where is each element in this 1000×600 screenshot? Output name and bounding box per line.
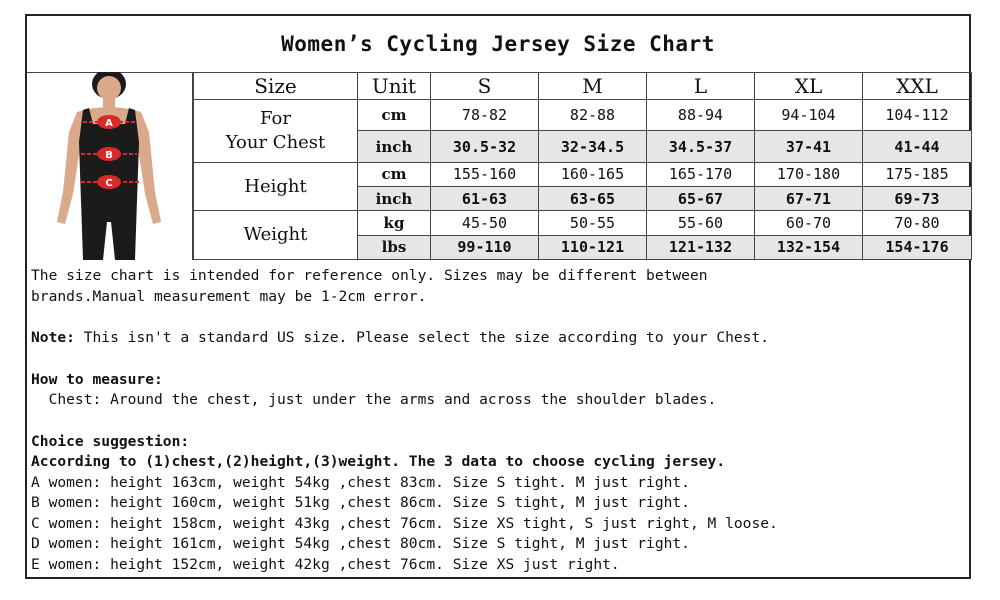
value-cell: 30.5-32 (430, 130, 539, 163)
example-line: D women: height 161cm, weight 54kg ,ches… (31, 535, 690, 552)
value-cell: 69-73 (862, 186, 972, 212)
value-cell: 155-160 (430, 161, 539, 188)
note-line: Note: This isn't a standard US size. Ple… (31, 328, 967, 349)
row-label-chest-line2: Your Chest (225, 131, 326, 153)
value-cell: 60-70 (754, 210, 863, 236)
value-cell: 70-80 (862, 210, 972, 236)
table-row: For Your Chest cm 78-82 82-88 88-94 94-1… (193, 98, 972, 163)
value-cell: 82-88 (538, 98, 647, 132)
value-cell: 41-44 (862, 130, 972, 163)
unit-cell: inch (357, 130, 431, 163)
value-cell: 50-55 (538, 210, 647, 236)
value-cell: 160-165 (538, 161, 647, 188)
size-chart-frame: Women’s Cycling Jersey Size Chart (25, 14, 972, 579)
value-cell: 132-154 (754, 234, 863, 261)
header-size-xxl: XXL (862, 72, 972, 100)
value-cell: 88-94 (646, 98, 755, 132)
value-cell: 67-71 (754, 186, 863, 212)
unit-cell: cm (357, 161, 431, 188)
table-row: inch 61-63 63-65 65-67 67-71 69-73 (194, 186, 972, 212)
header-unit: Unit (357, 72, 431, 100)
table-header-row: Size Unit S M L XL XXL (193, 72, 972, 100)
marker-b-label: B (105, 150, 113, 161)
row-label-height: Height (193, 161, 358, 212)
marker-a (97, 115, 121, 129)
unit-cell: lbs (357, 234, 431, 261)
model-figure: A B C (27, 69, 193, 260)
header-size-l: L (646, 72, 755, 100)
unit-cell: kg (357, 210, 431, 236)
measure-heading: How to measure: (31, 370, 163, 388)
model-figure-illustration: A B C (57, 69, 161, 260)
value-cell: 37-41 (754, 130, 863, 163)
value-cell: 121-132 (646, 234, 755, 261)
value-cell: 104-112 (862, 98, 972, 132)
example-line: B women: height 160cm, weight 51kg ,ches… (31, 494, 690, 511)
value-cell: 99-110 (430, 234, 539, 261)
table-row: lbs 99-110 110-121 121-132 132-154 154-1… (194, 234, 972, 261)
disclaimer-line: brands.Manual measurement may be 1-2cm e… (31, 287, 427, 305)
row-label-chest: For Your Chest (193, 99, 358, 163)
value-cell: 175-185 (862, 161, 972, 188)
unit-cell: cm (357, 98, 431, 132)
value-cell: 45-50 (430, 210, 539, 236)
measure-text: Chest: Around the chest, just under the … (31, 391, 717, 408)
row-label-weight: Weight (193, 210, 358, 260)
value-cell: 110-121 (538, 234, 647, 261)
value-cell: 154-176 (862, 234, 972, 261)
size-table: Size Unit S M L XL XXL For Your Chest cm… (193, 72, 972, 261)
value-cell: 94-104 (754, 98, 863, 132)
marker-a-label: A (105, 118, 113, 129)
value-cell: 165-170 (646, 161, 755, 188)
value-cell: 61-63 (430, 186, 539, 212)
header-size-s: S (430, 72, 539, 100)
value-cell: 78-82 (430, 98, 539, 132)
note-label: Note: (31, 329, 75, 346)
header-size-xl: XL (754, 72, 863, 100)
choice-subheading: According to (1)chest,(2)height,(3)weigh… (31, 453, 726, 470)
example-line: C women: height 158cm, weight 43kg ,ches… (31, 514, 778, 532)
value-cell: 63-65 (538, 186, 647, 212)
example-line: E women: height 152cm, weight 42kg ,ches… (31, 555, 620, 573)
header-size-m: M (538, 72, 647, 100)
marker-b (97, 147, 121, 161)
chart-title: Women’s Cycling Jersey Size Chart (27, 16, 969, 73)
table-row: Height cm 155-160 160-165 165-170 170-18… (193, 161, 972, 212)
disclaimer-line: The size chart is intended for reference… (31, 267, 708, 284)
value-cell: 170-180 (754, 161, 863, 188)
table-row: Weight kg 45-50 50-55 55-60 60-70 70-80 (193, 210, 972, 260)
marker-c (97, 175, 121, 189)
note-text: This isn't a standard US size. Please se… (74, 329, 770, 346)
unit-cell: inch (357, 186, 431, 212)
value-cell: 55-60 (646, 210, 755, 236)
value-cell: 32-34.5 (538, 130, 647, 163)
notes-section: The size chart is intended for reference… (31, 266, 967, 575)
header-size: Size (193, 72, 358, 100)
value-cell: 34.5-37 (646, 130, 755, 163)
row-label-chest-line1: For (260, 107, 291, 129)
example-line: A women: height 163cm, weight 54kg ,ches… (31, 473, 690, 491)
table-row: inch 30.5-32 32-34.5 34.5-37 37-41 41-44 (194, 130, 972, 163)
marker-c-label: C (105, 178, 112, 189)
choice-heading: Choice suggestion: (31, 432, 190, 450)
value-cell: 65-67 (646, 186, 755, 212)
